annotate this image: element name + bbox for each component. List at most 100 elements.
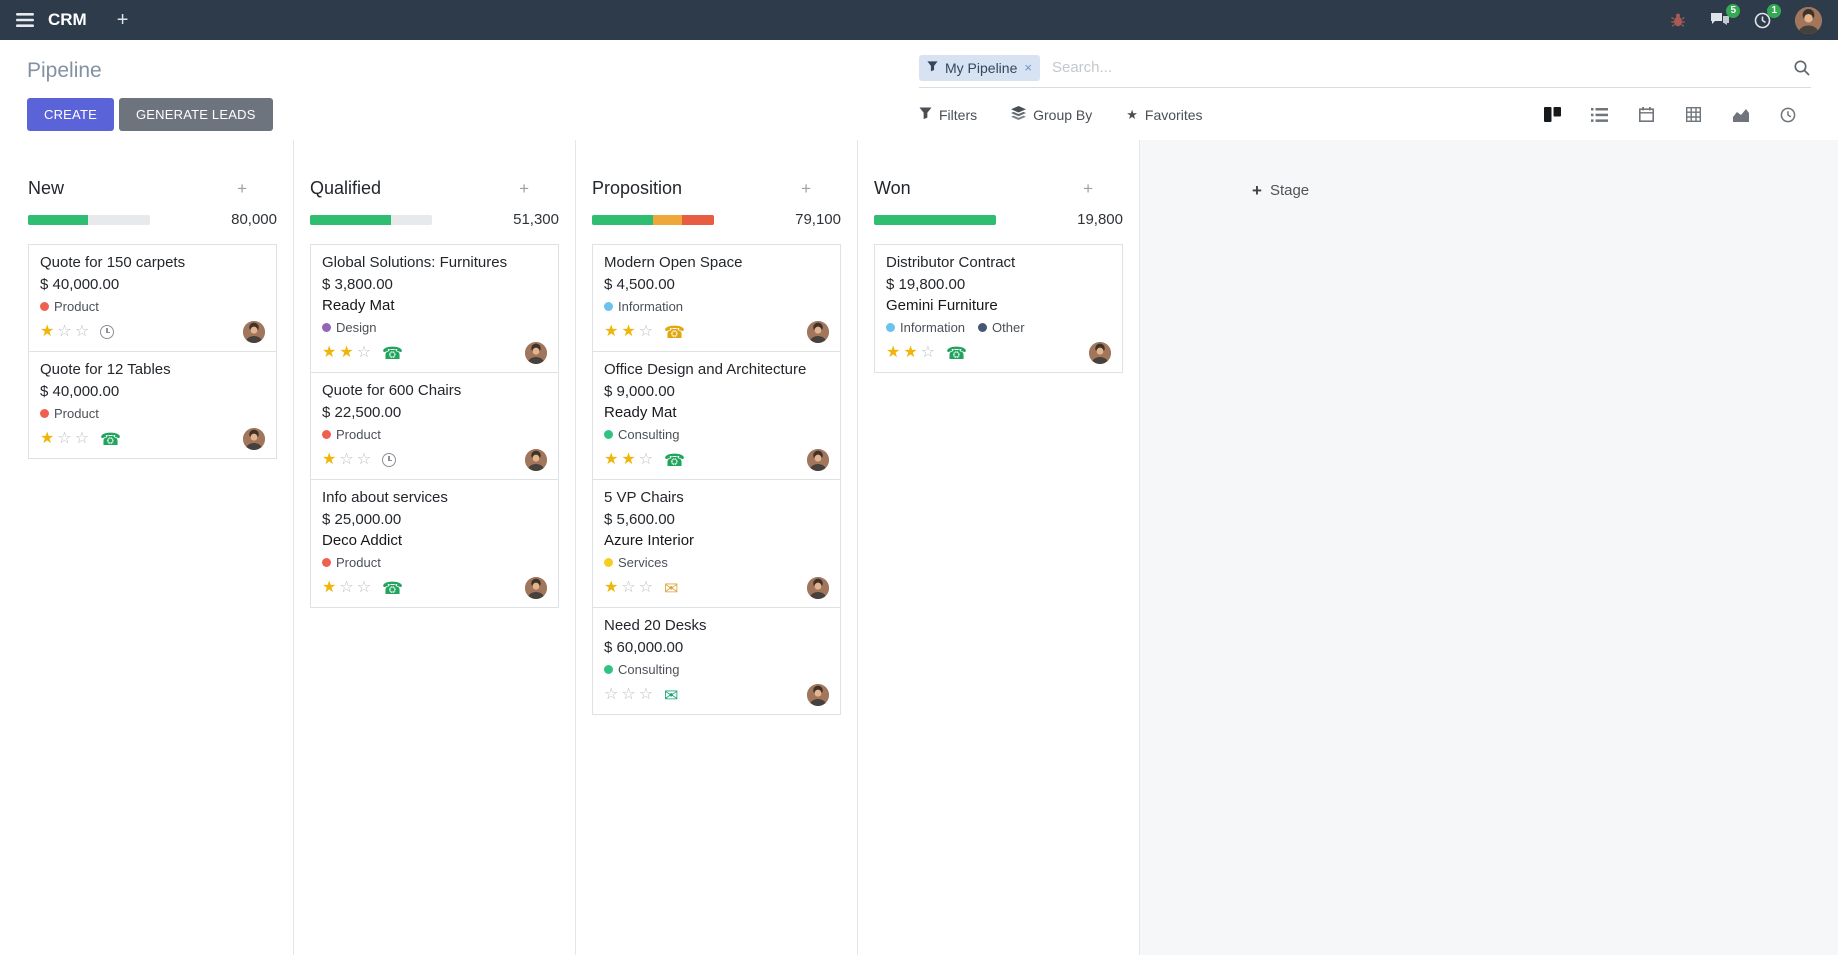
kanban-card[interactable]: Distributor Contract $ 19,800.00 Gemini … bbox=[874, 244, 1123, 373]
star-empty-icon[interactable]: ☆ bbox=[339, 579, 354, 596]
debug-bug-icon[interactable] bbox=[1670, 12, 1686, 28]
column-add-button[interactable]: + bbox=[237, 179, 247, 198]
star-empty-icon[interactable]: ☆ bbox=[604, 686, 619, 703]
clock-icon[interactable] bbox=[382, 453, 397, 467]
filters-button[interactable]: Filters bbox=[919, 107, 977, 123]
app-menu-crm[interactable]: CRM bbox=[48, 10, 87, 29]
tag-color-dot bbox=[322, 323, 331, 332]
plus-icon: + bbox=[1252, 181, 1262, 200]
progress-segment[interactable] bbox=[28, 214, 88, 225]
kanban-card[interactable]: Quote for 600 Chairs $ 22,500.00 Product… bbox=[310, 372, 559, 480]
tag-label: Other bbox=[992, 320, 1025, 335]
favorites-button[interactable]: ★ Favorites bbox=[1126, 107, 1202, 123]
view-kanban-button[interactable] bbox=[1529, 100, 1576, 130]
star-filled-icon[interactable]: ★ bbox=[40, 323, 55, 340]
add-stage-button[interactable]: + Stage bbox=[1252, 182, 1309, 199]
column-card-list: Quote for 150 carpets $ 40,000.00 Produc… bbox=[28, 244, 277, 459]
progress-segment[interactable] bbox=[874, 214, 996, 225]
tag-label: Consulting bbox=[618, 662, 680, 677]
view-list-button[interactable] bbox=[1576, 100, 1623, 130]
group-by-button[interactable]: Group By bbox=[1011, 106, 1092, 123]
kanban-card[interactable]: Need 20 Desks $ 60,000.00 Consulting ☆ ☆ ☆… bbox=[592, 607, 841, 715]
progress-segment[interactable] bbox=[310, 214, 391, 225]
kanban-card[interactable]: Office Design and Architecture $ 9,000.0… bbox=[592, 351, 841, 480]
star-empty-icon[interactable]: ☆ bbox=[621, 686, 636, 703]
star-empty-icon[interactable]: ☆ bbox=[638, 686, 654, 703]
search-input[interactable] bbox=[1039, 56, 1793, 79]
star-filled-icon[interactable]: ★ bbox=[621, 323, 636, 340]
user-avatar[interactable] bbox=[1795, 6, 1822, 34]
star-empty-icon[interactable]: ☆ bbox=[339, 451, 354, 468]
hamburger-menu-icon[interactable] bbox=[16, 13, 34, 27]
star-empty-icon[interactable]: ☆ bbox=[57, 430, 72, 447]
star-filled-icon[interactable]: ★ bbox=[886, 344, 901, 361]
star-empty-icon[interactable]: ☆ bbox=[920, 344, 936, 361]
create-button[interactable]: CREATE bbox=[27, 98, 114, 131]
kanban-card[interactable]: Info about services $ 25,000.00 Deco Add… bbox=[310, 479, 559, 608]
tag-color-dot bbox=[978, 323, 988, 332]
view-activity-button[interactable] bbox=[1764, 100, 1811, 130]
star-filled-icon[interactable]: ★ bbox=[339, 344, 354, 361]
tag-label: Product bbox=[336, 427, 381, 442]
card-amount: $ 19,800.00 bbox=[886, 276, 966, 293]
column-add-button[interactable]: + bbox=[1083, 179, 1093, 198]
card-avatar bbox=[243, 428, 265, 450]
kanban-card[interactable]: Quote for 150 carpets $ 40,000.00 Produc… bbox=[28, 244, 277, 352]
card-stars: ★ ☆ ☆ bbox=[40, 323, 92, 341]
star-empty-icon[interactable]: ☆ bbox=[356, 579, 372, 596]
envelope-icon[interactable]: ✉ bbox=[664, 578, 679, 598]
column-card-list: Modern Open Space $ 4,500.00 Information… bbox=[592, 244, 841, 715]
card-tags: Information Other bbox=[886, 320, 1111, 335]
facet-remove-icon[interactable]: × bbox=[1024, 60, 1032, 75]
star-filled-icon[interactable]: ★ bbox=[604, 451, 619, 468]
star-empty-icon[interactable]: ☆ bbox=[638, 451, 654, 468]
view-graph-button[interactable] bbox=[1717, 100, 1764, 130]
view-pivot-button[interactable] bbox=[1670, 100, 1717, 130]
star-filled-icon[interactable]: ★ bbox=[903, 344, 918, 361]
progress-segment[interactable] bbox=[592, 214, 653, 225]
progress-segment[interactable] bbox=[682, 214, 714, 225]
activities-clock-icon[interactable]: 1 bbox=[1754, 3, 1781, 29]
star-empty-icon[interactable]: ☆ bbox=[356, 344, 372, 361]
phone-icon[interactable]: ☎ bbox=[100, 429, 122, 449]
kanban-card[interactable]: Quote for 12 Tables $ 40,000.00 Product … bbox=[28, 351, 277, 459]
star-empty-icon[interactable]: ☆ bbox=[356, 451, 372, 468]
star-empty-icon[interactable]: ☆ bbox=[638, 323, 654, 340]
phone-icon[interactable]: ☎ bbox=[382, 578, 404, 598]
star-filled-icon[interactable]: ★ bbox=[322, 579, 337, 596]
clock-icon[interactable] bbox=[100, 325, 115, 339]
phone-icon[interactable]: ☎ bbox=[382, 343, 404, 363]
envelope-icon[interactable]: ✉ bbox=[664, 685, 679, 705]
star-filled-icon[interactable]: ★ bbox=[621, 451, 636, 468]
kanban-column: Proposition + 79,100 Modern Open Space $… bbox=[576, 140, 858, 955]
card-tag: Product bbox=[322, 427, 381, 442]
star-filled-icon[interactable]: ★ bbox=[604, 323, 619, 340]
column-add-button[interactable]: + bbox=[519, 179, 529, 198]
search-icon[interactable] bbox=[1793, 59, 1811, 77]
kanban-card[interactable]: 5 VP Chairs $ 5,600.00 Azure Interior Se… bbox=[592, 479, 841, 608]
column-progressbar bbox=[310, 214, 432, 225]
messages-icon[interactable]: 5 bbox=[1710, 4, 1740, 28]
star-empty-icon[interactable]: ☆ bbox=[638, 579, 654, 596]
star-filled-icon[interactable]: ★ bbox=[322, 344, 337, 361]
phone-icon[interactable]: ☎ bbox=[946, 343, 968, 363]
star-filled-icon[interactable]: ★ bbox=[604, 579, 619, 596]
star-filled-icon[interactable]: ★ bbox=[322, 451, 337, 468]
phone-icon[interactable]: ☎ bbox=[664, 322, 686, 342]
star-empty-icon[interactable]: ☆ bbox=[57, 323, 72, 340]
generate-leads-button[interactable]: GENERATE LEADS bbox=[118, 98, 273, 131]
star-empty-icon[interactable]: ☆ bbox=[621, 579, 636, 596]
kanban-card[interactable]: Modern Open Space $ 4,500.00 Information… bbox=[592, 244, 841, 352]
kanban-card[interactable]: Global Solutions: Furnitures $ 3,800.00 … bbox=[310, 244, 559, 373]
tag-color-dot bbox=[886, 323, 895, 332]
view-calendar-button[interactable] bbox=[1623, 100, 1670, 130]
star-empty-icon[interactable]: ☆ bbox=[74, 430, 90, 447]
star-empty-icon[interactable]: ☆ bbox=[74, 323, 90, 340]
kanban-column: Won + 19,800 Distributor Contract $ 19,8… bbox=[858, 140, 1140, 955]
column-add-button[interactable]: + bbox=[801, 179, 811, 198]
messages-badge: 5 bbox=[1726, 4, 1740, 18]
progress-segment[interactable] bbox=[653, 214, 683, 225]
star-filled-icon[interactable]: ★ bbox=[40, 430, 55, 447]
phone-icon[interactable]: ☎ bbox=[664, 450, 686, 470]
add-menu-plus-icon[interactable]: + bbox=[116, 9, 129, 31]
